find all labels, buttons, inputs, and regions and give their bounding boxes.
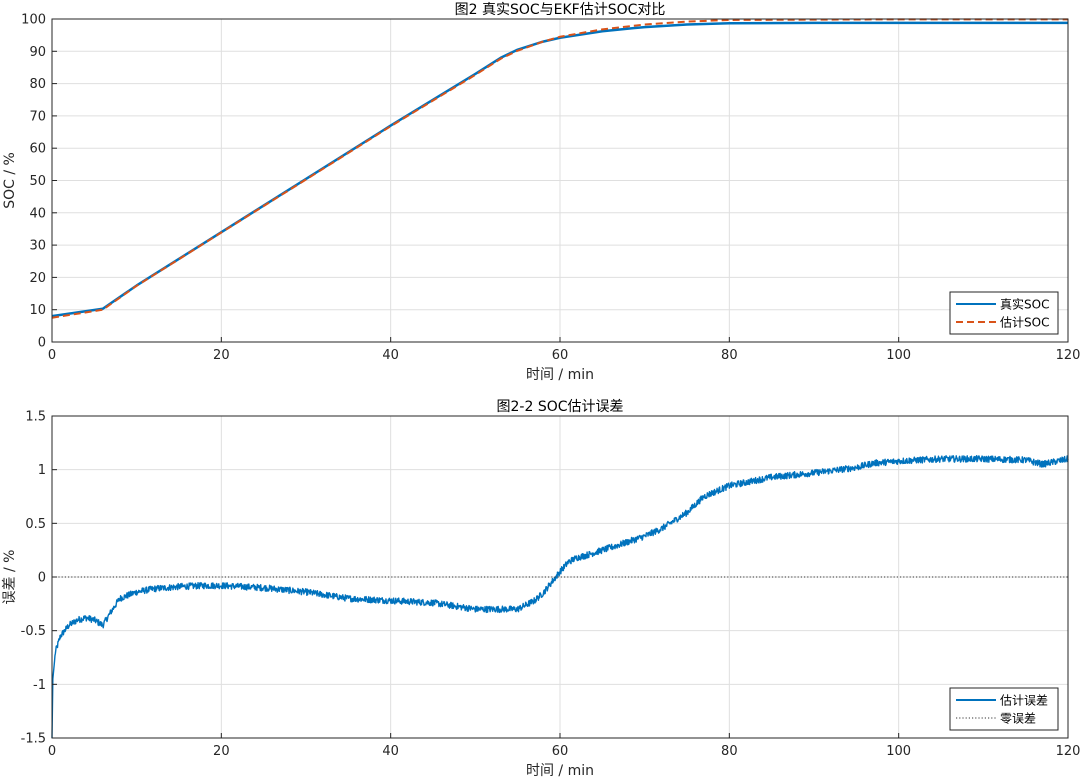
- chart-title: 图2-2 SOC估计误差: [497, 399, 624, 415]
- x-tick-label: 120: [1056, 348, 1080, 363]
- y-axis-label: 误差 / %: [2, 550, 18, 605]
- y-tick-label: 80: [29, 77, 46, 92]
- x-tick-label: 120: [1056, 744, 1080, 759]
- x-tick-label: 80: [721, 348, 738, 363]
- legend-label: 估计误差: [1000, 694, 1048, 708]
- x-tick-label: 80: [721, 744, 738, 759]
- soc-error-chart: 0 20 40 60 80 100 120 -1.5 -1 -0.5 0 0.5 1 1.5 图2-2 SO…: [2, 399, 1080, 779]
- y-tick-label: 70: [29, 109, 46, 124]
- y-axis-label: SOC / %: [2, 152, 18, 209]
- y-tick-label: 40: [29, 206, 46, 221]
- y-tick-label: 1.5: [25, 410, 46, 425]
- y-tick-label: 50: [29, 174, 46, 189]
- x-axis-label: 时间 / min: [526, 763, 594, 779]
- legend: 真实SOC 估计SOC: [949, 291, 1059, 335]
- x-tick-label: 0: [48, 348, 56, 363]
- x-tick-label: 40: [382, 744, 399, 759]
- y-tick-label: 10: [29, 303, 46, 318]
- series-line-2: [51, 18, 1068, 319]
- series-line-1: [51, 455, 1069, 739]
- x-tick-label: 100: [886, 744, 911, 759]
- x-tick-label: 60: [552, 348, 569, 363]
- legend-label: 零误差: [1000, 712, 1036, 726]
- soc-comparison-chart: 0 20 40 60 80 100 120 0 10 20 30 40 50 60 70 80 90 100 图2 …: [2, 2, 1080, 383]
- y-tick-label: -1.5: [21, 732, 46, 747]
- x-tick-label: 100: [886, 348, 911, 363]
- legend-box: [949, 291, 1059, 335]
- y-tick-label: 0: [38, 336, 46, 351]
- legend-box: [949, 687, 1059, 731]
- y-tick-label: -0.5: [21, 624, 46, 639]
- x-axis-label: 时间 / min: [526, 367, 594, 383]
- legend-label: 估计SOC: [1000, 316, 1049, 330]
- y-tick-label: 90: [29, 45, 46, 60]
- y-tick-label: 0: [38, 571, 46, 586]
- y-tick-label: 30: [29, 239, 46, 254]
- x-tick-label: 20: [213, 744, 230, 759]
- y-tick-label: 1: [38, 463, 46, 478]
- y-tick-label: 0.5: [25, 517, 46, 532]
- y-tick-label: 20: [29, 271, 46, 286]
- legend-label: 真实SOC: [1000, 297, 1049, 312]
- chart-title: 图2 真实SOC与EKF估计SOC对比: [455, 2, 666, 18]
- x-tick-label: 0: [48, 744, 56, 759]
- x-tick-label: 60: [552, 744, 569, 759]
- x-tick-label: 40: [382, 348, 399, 363]
- x-tick-label: 20: [213, 348, 230, 363]
- y-tick-label: 100: [21, 13, 46, 28]
- y-tick-label: -1: [33, 678, 46, 693]
- y-tick-label: 60: [29, 142, 46, 157]
